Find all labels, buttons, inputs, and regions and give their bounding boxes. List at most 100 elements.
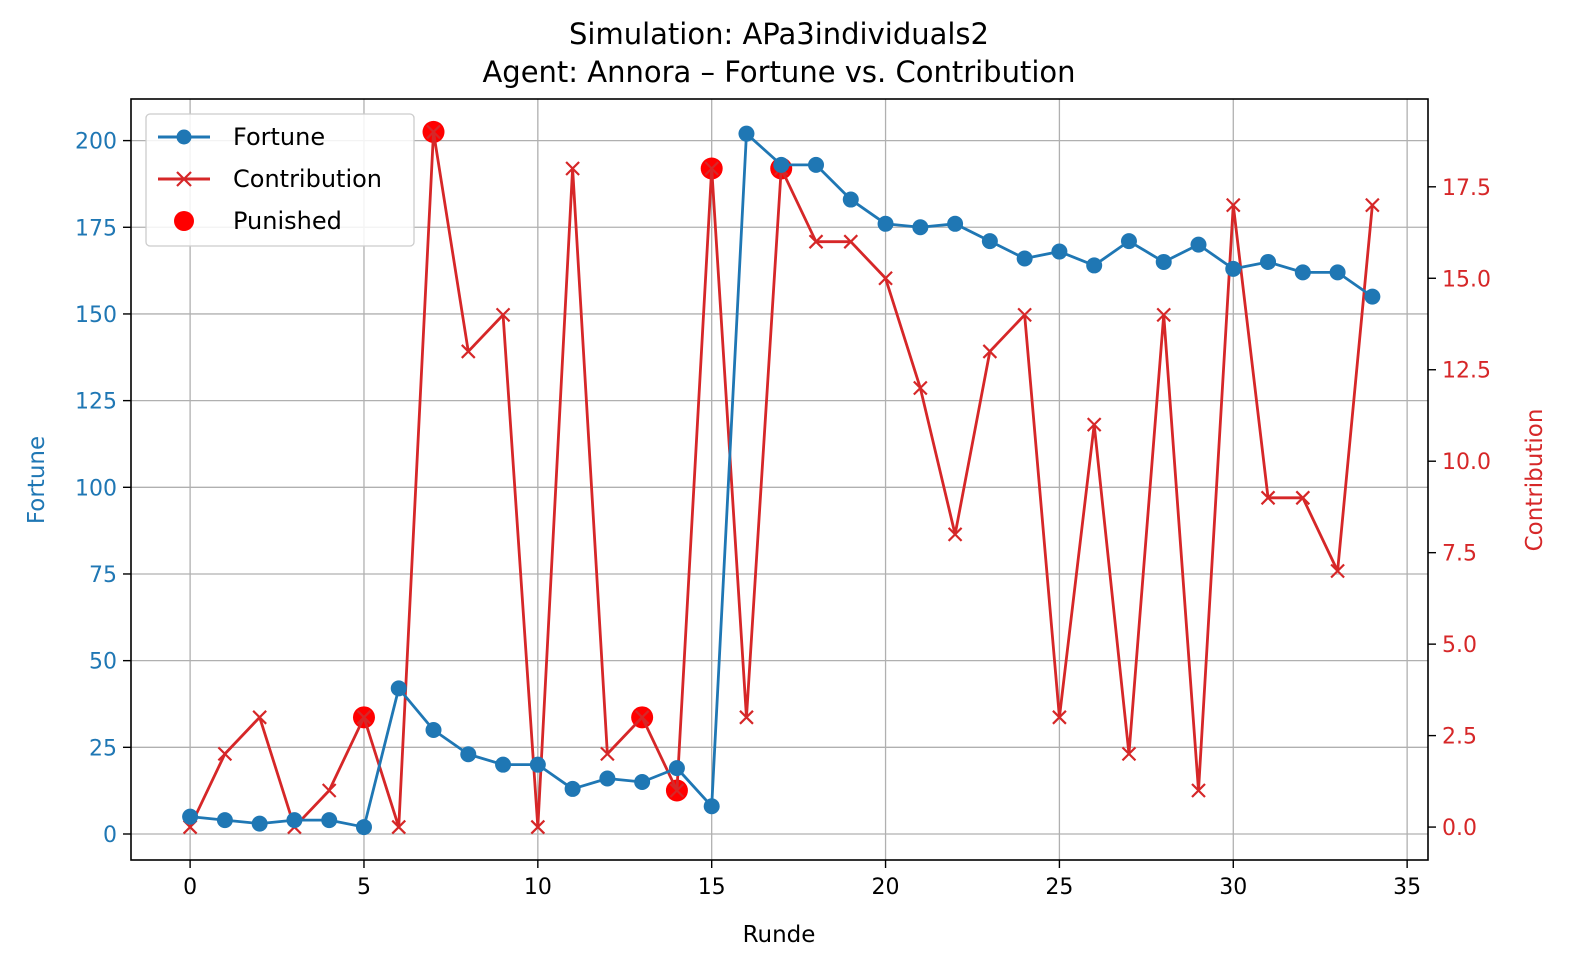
fortune-point <box>1364 288 1381 305</box>
fortune-point <box>495 756 512 773</box>
grid-lines <box>131 99 1428 860</box>
fortune-point <box>738 125 755 142</box>
y-right-tick-label: 7.5 <box>1442 542 1477 567</box>
x-axis: 0 5 10 15 20 25 30 35 <box>183 860 1421 900</box>
fortune-point <box>1260 253 1277 270</box>
x-axis-label: Runde <box>743 922 816 948</box>
y-left-tick-label: 25 <box>89 736 117 761</box>
y-left-tick-label: 50 <box>89 650 117 675</box>
legend-contribution-marker <box>176 171 192 187</box>
contribution-point <box>1156 307 1172 323</box>
x-tick-label: 35 <box>1393 875 1421 900</box>
contribution-point <box>530 819 546 835</box>
y-left-tick-label: 200 <box>75 130 117 155</box>
x-tick-label: 15 <box>698 875 726 900</box>
fortune-point <box>599 770 616 787</box>
contribution-point <box>1295 490 1311 506</box>
legend-punished-label: Punished <box>233 207 342 235</box>
punished-markers <box>352 120 793 802</box>
contribution-point <box>982 344 998 359</box>
fortune-point <box>321 812 338 829</box>
contribution-point <box>391 819 407 835</box>
y-axis-left-label: Fortune <box>24 436 50 524</box>
fortune-point <box>1016 250 1033 267</box>
fortune-point <box>425 721 442 738</box>
chart-subtitle: Agent: Annora – Fortune vs. Contribution <box>482 55 1075 89</box>
y-axis-right-label: Contribution <box>1522 409 1548 552</box>
x-tick-label: 30 <box>1219 875 1247 900</box>
legend-frame <box>145 113 415 247</box>
fortune-point <box>668 760 685 777</box>
fortune-point <box>773 156 790 173</box>
contribution-point <box>669 783 685 798</box>
fortune-point <box>251 815 268 832</box>
contribution-point <box>426 124 441 140</box>
plot-frame <box>130 98 1429 861</box>
y-right-tick-label: 0.0 <box>1442 816 1477 841</box>
contribution-point <box>461 344 476 359</box>
y-left-tick-label: 175 <box>75 216 117 241</box>
fortune-point <box>1155 253 1172 270</box>
fortune-point <box>1329 264 1346 281</box>
y-axis-left: 0 25 50 75 100 125 150 175 200 <box>75 130 131 848</box>
y-right-tick-label: 15.0 <box>1442 267 1491 292</box>
fortune-point <box>842 191 859 208</box>
contribution-point <box>321 783 337 798</box>
fortune-point <box>912 219 929 236</box>
fortune-point <box>703 798 720 815</box>
contribution-point <box>1017 307 1032 323</box>
x-tick-label: 20 <box>872 875 900 900</box>
x-tick-label: 5 <box>357 875 371 900</box>
y-left-tick-label: 150 <box>75 303 117 328</box>
contribution-point <box>808 234 824 249</box>
fortune-point <box>1294 264 1311 281</box>
contribution-point <box>704 161 719 176</box>
fortune-point <box>634 773 651 790</box>
contribution-point <box>1226 197 1241 213</box>
fortune-point <box>460 746 477 763</box>
fortune-point <box>355 819 372 836</box>
contribution-point <box>1365 197 1380 213</box>
contribution-point <box>913 380 928 396</box>
contribution-point <box>495 307 511 323</box>
y-left-tick-label: 100 <box>75 476 117 501</box>
legend-contribution-label: Contribution <box>233 165 382 193</box>
fortune-point <box>877 215 894 232</box>
contribution-point <box>217 746 233 762</box>
fortune-point <box>808 156 825 173</box>
y-right-tick-label: 10.0 <box>1442 450 1491 475</box>
y-right-tick-label: 12.5 <box>1442 359 1491 384</box>
y-left-tick-label: 125 <box>75 390 117 415</box>
y-right-tick-label: 2.5 <box>1442 725 1477 750</box>
legend-fortune-marker <box>176 129 192 145</box>
y-left-tick-label: 0 <box>103 823 117 848</box>
y-right-tick-label: 17.5 <box>1442 176 1491 201</box>
fortune-point <box>1190 236 1207 253</box>
contribution-point <box>739 710 754 725</box>
fortune-point <box>182 808 199 825</box>
contribution-point <box>1086 417 1102 432</box>
fortune-point <box>1225 260 1242 277</box>
fortune-point <box>529 756 546 773</box>
contribution-point <box>843 234 859 249</box>
contribution-point <box>634 710 650 725</box>
legend: Fortune Contribution Punished <box>145 113 415 247</box>
fortune-point <box>947 215 964 232</box>
fortune-point <box>1051 243 1068 260</box>
chart-title: Simulation: APa3individuals2 <box>569 17 989 51</box>
contribution-point <box>1191 783 1206 798</box>
x-tick-label: 10 <box>524 875 552 900</box>
y-right-tick-label: 5.0 <box>1442 633 1477 658</box>
fortune-point <box>216 812 233 829</box>
contribution-point <box>356 710 372 725</box>
y-axis-right: 0.0 2.5 5.0 7.5 10.0 12.5 15.0 17.5 <box>1428 176 1491 841</box>
contribution-point <box>1052 710 1067 725</box>
fortune-point <box>981 233 998 250</box>
y-left-tick-label: 75 <box>89 563 117 588</box>
legend-punished-marker <box>174 211 194 231</box>
contribution-point <box>565 161 580 176</box>
contribution-point <box>947 527 963 542</box>
fortune-point <box>564 780 581 797</box>
contribution-point <box>252 710 267 725</box>
